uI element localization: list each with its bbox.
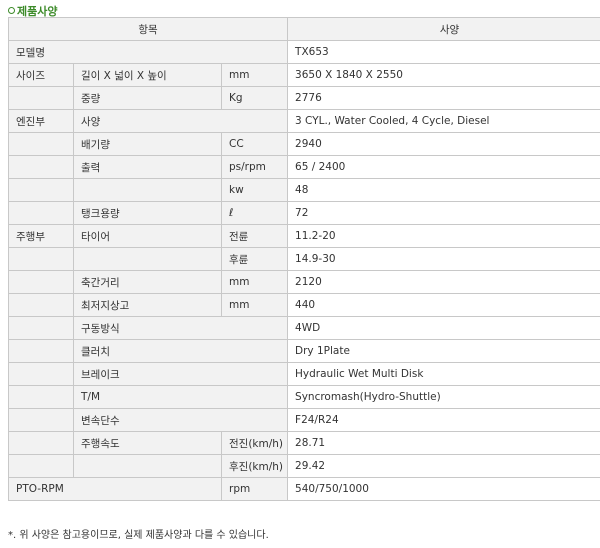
table-row: 탱크용량 ℓ 72 [8,201,600,225]
table-row: 후진(km/h) 29.42 [8,454,600,478]
category-cell [8,316,74,340]
value-cell: 11.2-20 [287,224,600,248]
table-row: 후륜 14.9-30 [8,247,600,271]
category-cell [8,339,74,363]
item-cell: 브레이크 [72,362,289,386]
unit-cell: mm [220,270,289,294]
table-row: 엔진부 사양 3 CYL., Water Cooled, 4 Cycle, Dies… [8,109,600,133]
header-spec: 사양 [287,17,600,41]
table-row: kw 48 [8,178,600,202]
unit-cell: 전진(km/h) [220,431,289,455]
unit-cell: rpm [220,477,289,501]
value-cell: Dry 1Plate [287,339,600,363]
unit-cell: kw [220,178,289,202]
unit-cell: Kg [220,86,289,110]
value-cell: 65 / 2400 [287,155,600,179]
value-cell: 3 CYL., Water Cooled, 4 Cycle, Diesel [287,109,600,133]
footnote: *. 위 사양은 참고용이므로, 실제 제품사양과 다를 수 있습니다. [8,530,269,541]
value-cell: Hydraulic Wet Multi Disk [287,362,600,386]
value-cell: 540/750/1000 [287,477,600,501]
section-title: 제품사양 [8,3,57,19]
category-cell: 엔진부 [8,109,74,133]
value-cell: 3650 X 1840 X 2550 [287,63,600,87]
item-cell: 배기량 [73,132,222,156]
table-row: T/M Syncromash(Hydro-Shuttle) [8,385,600,409]
value-cell: 48 [287,178,600,202]
value-cell: 28.71 [287,431,600,455]
category-cell [8,178,74,202]
item-cell: 중량 [73,86,222,110]
item-cell: 구동방식 [72,316,289,340]
item-cell: 사양 [72,109,289,133]
item-cell: T/M [72,385,289,409]
table-row: 최저지상고 mm 440 [8,293,600,317]
unit-cell: 전륜 [220,224,289,248]
category-cell: 사이즈 [8,63,74,87]
category-cell [8,132,74,156]
circle-bullet-icon [8,7,15,14]
unit-cell: mm [220,293,289,317]
item-cell: 최저지상고 [73,293,222,317]
item-cell [73,454,222,478]
value-cell: 440 [287,293,600,317]
category-cell [8,155,74,179]
unit-cell: 후진(km/h) [220,454,289,478]
category-cell [8,362,74,386]
category-cell [8,454,74,478]
category-cell [8,86,74,110]
value-cell: TX653 [287,40,600,64]
category-cell [8,270,74,294]
value-cell: Syncromash(Hydro-Shuttle) [287,385,600,409]
table-row: 사이즈 길이 X 넓이 X 높이 mm 3650 X 1840 X 2550 [8,63,600,87]
table-row: 모델명 TX653 [7,40,600,64]
value-cell: 29.42 [287,454,600,478]
item-cell: 길이 X 넓이 X 높이 [73,63,222,87]
table-row: 축간거리 mm 2120 [8,270,600,294]
unit-cell: mm [220,63,289,87]
section-title-text: 제품사양 [17,5,58,18]
table-row: 주행부 타이어 전륜 11.2-20 [8,224,600,248]
value-cell: 2776 [287,86,600,110]
unit-cell: 후륜 [220,247,289,271]
value-cell: 2940 [287,132,600,156]
category-cell: PTO-RPM [8,477,222,501]
value-cell: 14.9-30 [287,247,600,271]
value-cell: 4WD [287,316,600,340]
table-row: 주행속도 전진(km/h) 28.71 [8,431,600,455]
category-cell [8,247,74,271]
category-cell [8,201,74,225]
unit-cell: ps/rpm [220,155,289,179]
table-row: 출력 ps/rpm 65 / 2400 [8,155,600,179]
item-cell: 주행속도 [73,431,222,455]
item-cell: 탱크용량 [73,201,222,225]
category-cell [8,431,74,455]
value-cell: F24/R24 [287,408,600,432]
category-cell [8,408,74,432]
category-cell [8,385,74,409]
header-item: 항목 [7,17,289,41]
value-cell: 72 [287,201,600,225]
table-row: 배기량 CC 2940 [8,132,600,156]
table-row: 구동방식 4WD [8,316,600,340]
item-cell: 변속단수 [72,408,289,432]
table-row: PTO-RPM rpm 540/750/1000 [8,477,600,501]
item-cell [73,178,222,202]
value-cell: 2120 [287,270,600,294]
category-cell [8,293,74,317]
item-cell: 타이어 [73,224,222,248]
item-cell: 출력 [73,155,222,179]
table-row: 브레이크 Hydraulic Wet Multi Disk [8,362,600,386]
table-header: 항목 사양 [7,17,600,41]
table-row: 클러치 Dry 1Plate [8,339,600,363]
spec-table: 항목 사양 모델명 TX653 사이즈 길이 X 넓이 X 높이 mm 3650 X 18… [7,17,600,501]
unit-cell: ℓ [220,201,289,225]
item-cell: 축간거리 [73,270,222,294]
table-row: 변속단수 F24/R24 [8,408,600,432]
item-cell [73,247,222,271]
table-row: 중량 Kg 2776 [8,86,600,110]
category-cell: 주행부 [8,224,74,248]
unit-cell: CC [220,132,289,156]
category-cell: 모델명 [7,40,289,64]
item-cell: 클러치 [72,339,289,363]
